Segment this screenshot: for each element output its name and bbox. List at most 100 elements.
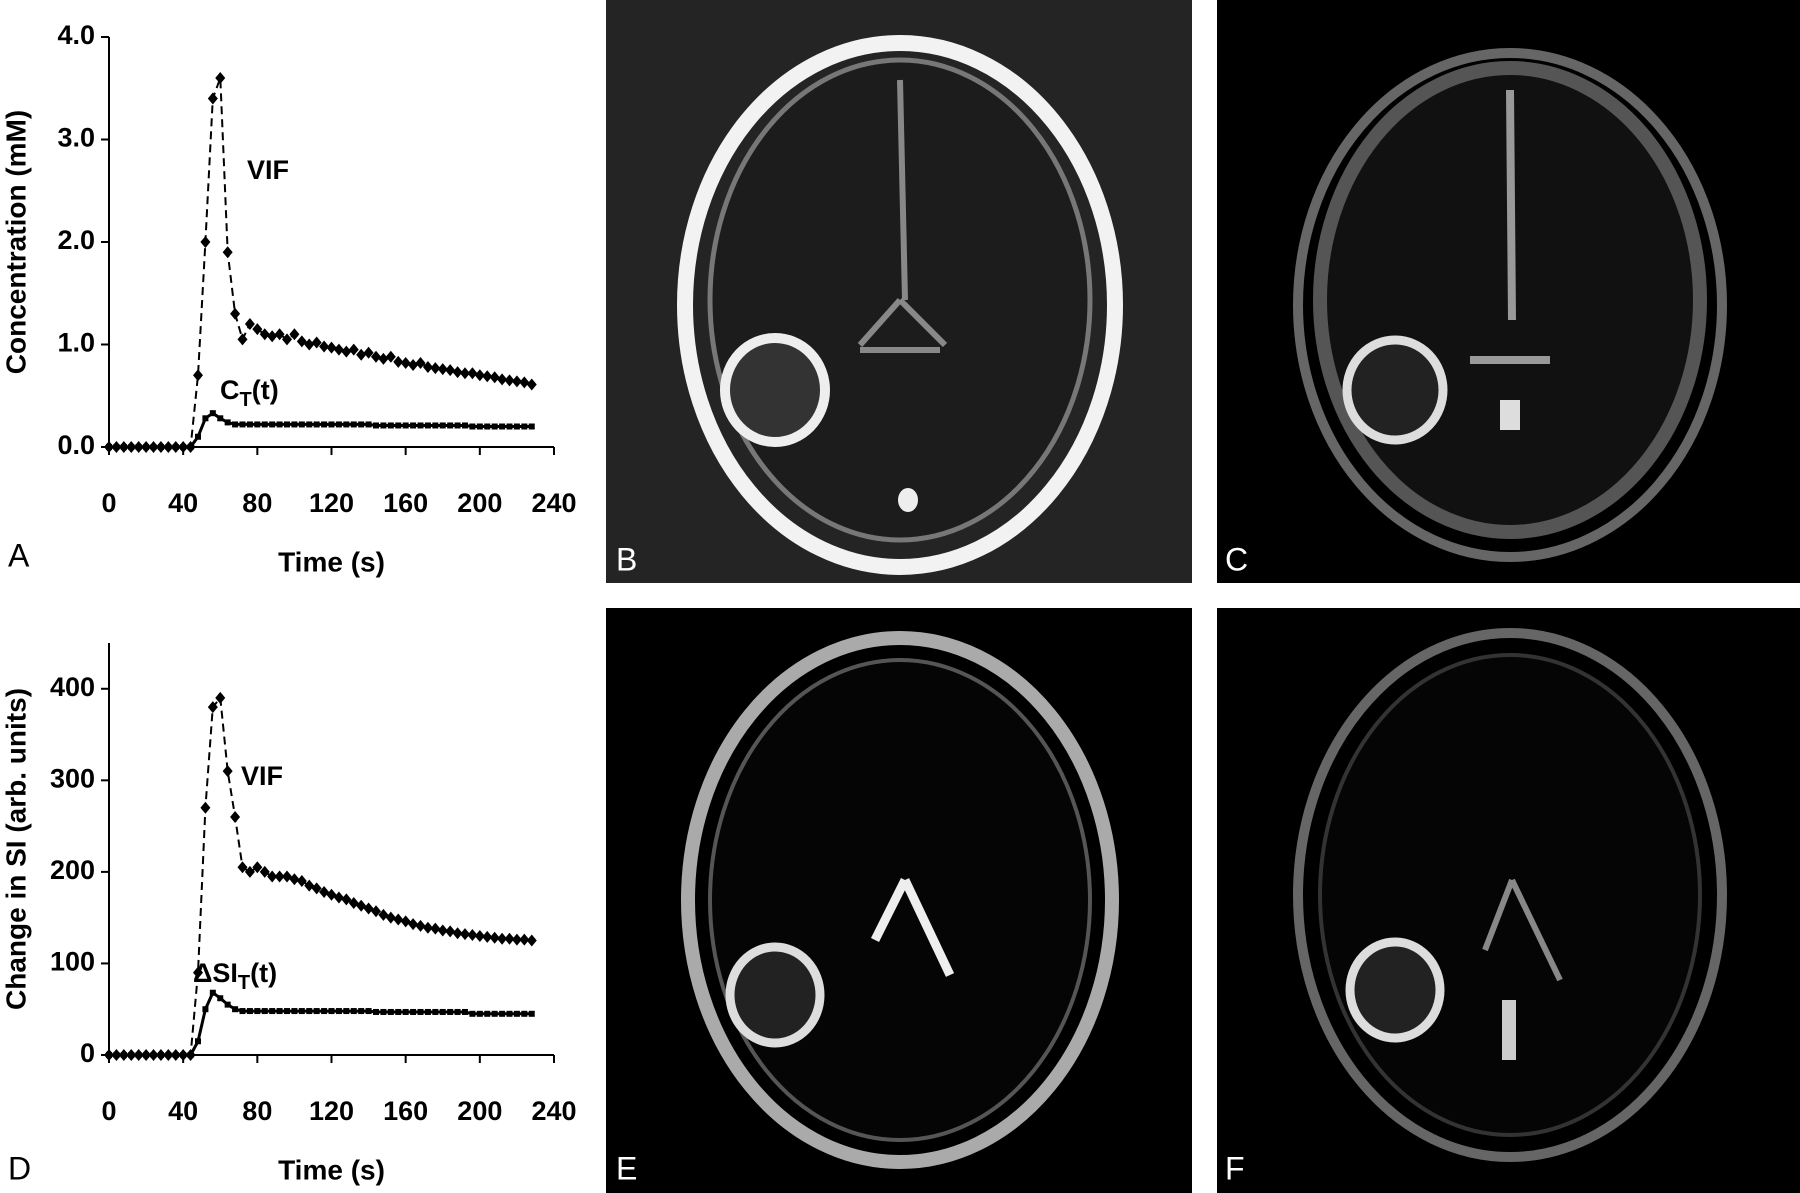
marker bbox=[259, 865, 270, 878]
marker bbox=[497, 373, 508, 386]
marker bbox=[222, 246, 233, 259]
marker bbox=[482, 370, 493, 383]
series-label: CT(t) bbox=[220, 375, 279, 411]
marker bbox=[143, 444, 150, 450]
marker bbox=[432, 1008, 439, 1015]
label-subscript: T bbox=[238, 972, 250, 994]
marker bbox=[467, 367, 478, 380]
marker bbox=[506, 1010, 513, 1017]
marker bbox=[113, 1052, 120, 1058]
marker bbox=[254, 421, 261, 428]
marker bbox=[291, 421, 298, 428]
y-tick-label: 3.0 bbox=[57, 123, 95, 153]
marker bbox=[437, 363, 448, 376]
marker bbox=[306, 1008, 313, 1015]
marker bbox=[335, 1008, 342, 1015]
marker bbox=[321, 1008, 328, 1015]
marker bbox=[422, 921, 433, 934]
marker bbox=[511, 375, 522, 388]
marker bbox=[239, 421, 246, 428]
marker bbox=[513, 423, 520, 430]
mri-panel-e bbox=[606, 608, 1192, 1193]
marker bbox=[200, 801, 211, 814]
marker bbox=[447, 422, 454, 429]
marker bbox=[252, 861, 263, 874]
mri-panel-c bbox=[1217, 0, 1800, 583]
marker bbox=[276, 1008, 283, 1015]
marker bbox=[172, 1052, 179, 1058]
marker bbox=[476, 423, 483, 430]
marker bbox=[230, 810, 241, 823]
marker bbox=[239, 1008, 246, 1015]
marker bbox=[254, 1008, 261, 1015]
marker bbox=[415, 356, 426, 369]
marker bbox=[267, 330, 278, 343]
marker bbox=[180, 1052, 187, 1058]
marker bbox=[209, 410, 216, 417]
marker bbox=[143, 1052, 150, 1058]
marker bbox=[447, 1008, 454, 1015]
label-main: ΔSI bbox=[193, 958, 238, 988]
label-main: C bbox=[220, 375, 240, 405]
marker bbox=[343, 1008, 350, 1015]
marker bbox=[244, 318, 255, 330]
marker bbox=[326, 341, 337, 354]
marker bbox=[313, 421, 320, 428]
marker bbox=[311, 882, 322, 895]
marker bbox=[482, 930, 493, 943]
marker bbox=[358, 1008, 365, 1015]
marker bbox=[215, 72, 226, 84]
marker bbox=[217, 995, 224, 1002]
marker bbox=[157, 1052, 164, 1058]
marker bbox=[128, 1052, 135, 1058]
marker bbox=[521, 423, 528, 430]
marker bbox=[499, 1010, 506, 1017]
marker bbox=[269, 1008, 276, 1015]
marker bbox=[497, 932, 508, 945]
marker bbox=[410, 422, 417, 429]
marker bbox=[528, 1010, 535, 1017]
marker bbox=[506, 423, 513, 430]
marker bbox=[157, 444, 164, 450]
panel-label: D bbox=[8, 1150, 31, 1186]
marker bbox=[454, 1008, 461, 1015]
x-tick-label: 80 bbox=[242, 488, 272, 518]
series-line bbox=[109, 695, 532, 1056]
marker bbox=[274, 870, 285, 883]
x-axis-title: Time (s) bbox=[278, 546, 385, 577]
marker bbox=[395, 1008, 402, 1015]
y-tick-label: 1.0 bbox=[57, 328, 95, 358]
marker bbox=[259, 328, 270, 341]
marker bbox=[521, 1010, 528, 1017]
marker bbox=[269, 421, 276, 428]
x-tick-label: 200 bbox=[457, 1096, 502, 1126]
marker bbox=[410, 1008, 417, 1015]
x-tick-label: 40 bbox=[168, 1096, 198, 1126]
marker bbox=[430, 362, 441, 375]
marker bbox=[128, 444, 135, 450]
marker bbox=[282, 333, 292, 346]
marker bbox=[469, 423, 476, 430]
x-tick-label: 0 bbox=[101, 488, 116, 518]
marker bbox=[193, 369, 203, 382]
marker bbox=[474, 369, 485, 382]
marker bbox=[296, 875, 307, 888]
marker bbox=[289, 328, 300, 341]
marker bbox=[408, 359, 419, 371]
marker bbox=[222, 765, 233, 778]
marker bbox=[484, 423, 491, 430]
series-label: VIF bbox=[241, 761, 283, 791]
marker bbox=[244, 865, 255, 878]
x-tick-label: 80 bbox=[242, 1096, 272, 1126]
marker bbox=[113, 444, 120, 450]
x-axis-title: Time (s) bbox=[278, 1154, 385, 1185]
y-tick-label: 0 bbox=[80, 1038, 95, 1068]
marker bbox=[430, 922, 441, 935]
marker bbox=[135, 1052, 142, 1058]
marker bbox=[328, 421, 335, 428]
marker bbox=[261, 421, 268, 428]
marker bbox=[304, 338, 315, 351]
marker bbox=[467, 929, 478, 942]
marker bbox=[298, 421, 305, 428]
